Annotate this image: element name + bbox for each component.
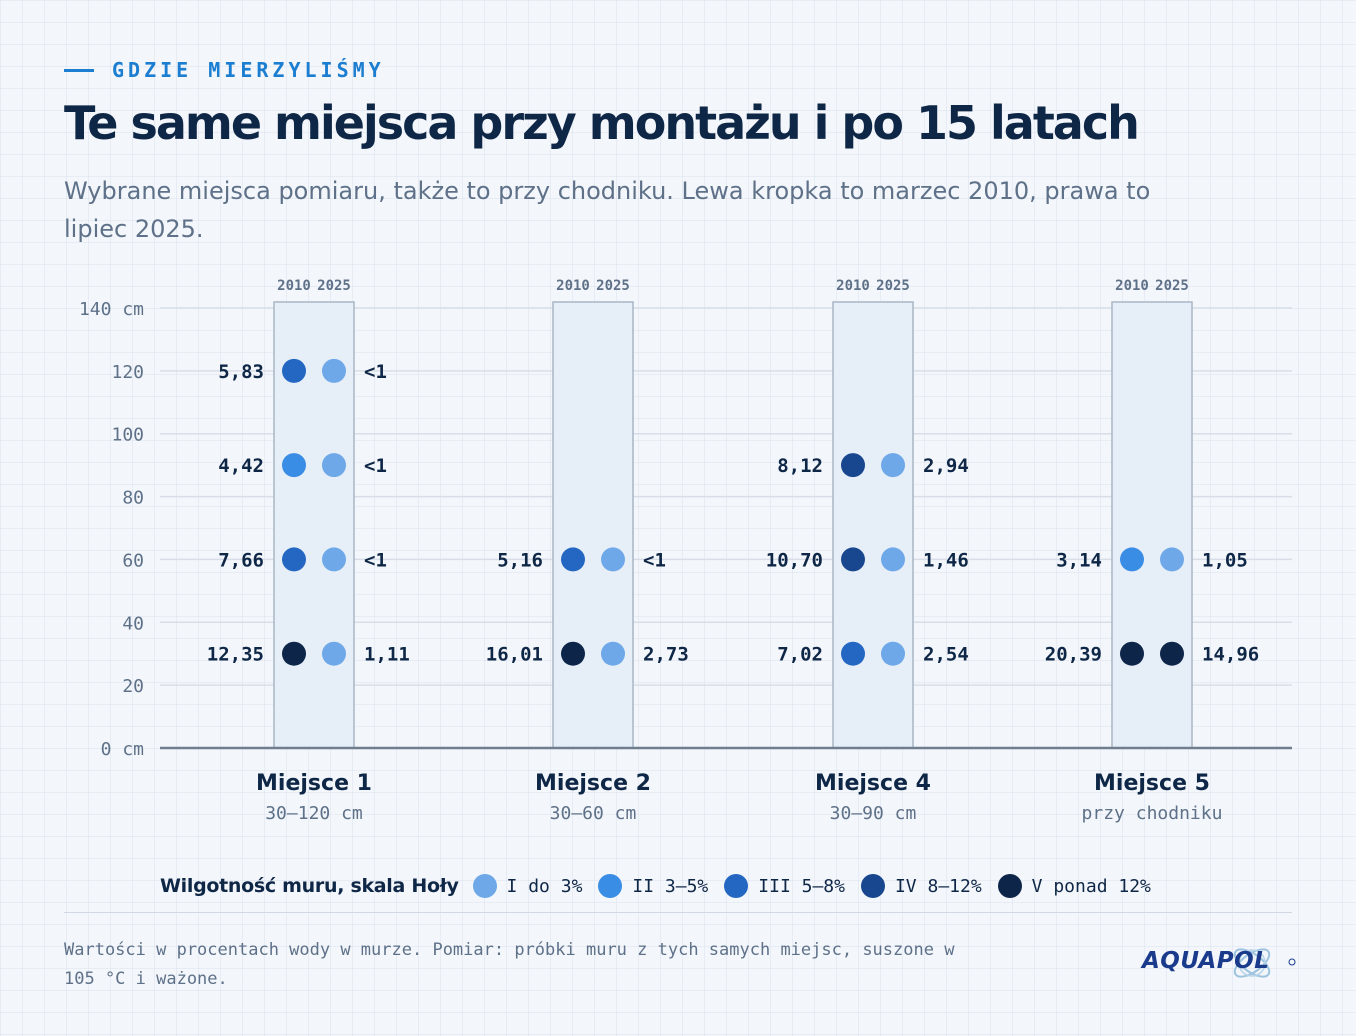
data-label-2025: 2,94 [923,455,969,477]
data-label-2025: <1 [364,361,387,383]
data-point-2010 [282,358,306,383]
site-column [832,301,914,749]
data-label-2025: 2,73 [643,644,689,666]
data-label-2025: 1,11 [364,644,410,666]
legend-label: IV 8–12% [894,875,982,897]
legend: Wilgotność muru, skala Hoły I do 3% II 3… [160,870,1167,902]
data-label-2025: 2,54 [923,644,969,666]
data-point-2025 [322,453,346,478]
legend-swatch [724,874,749,898]
y-tick-label: 20 [122,676,144,697]
data-label-2010: 16,01 [486,644,543,666]
eyebrow-line [64,68,94,72]
legend-item-class-4: IV 8–12% [860,874,982,898]
data-label-2025: <1 [364,455,387,477]
legend-swatch [997,874,1022,898]
moisture-chart: 0 cm 20 40 60 80 100 120 140 cm 2010 2025 5,83 <1 4,… [79,278,1292,824]
year-label-2010: 2010 [1115,278,1149,294]
aquapol-logo: AQUAPOL [1140,936,1300,992]
y-tick-label: 100 [111,425,144,446]
legend-swatch [860,874,885,898]
site-range: 30–90 cm [830,803,917,824]
site-range: 30–120 cm [265,803,363,824]
data-label-2025: <1 [364,549,387,571]
data-point-2010 [841,453,865,478]
legend-title: Wilgotność muru, skala Hoły [160,875,459,897]
legend-label: I do 3% [506,875,583,897]
data-label-2010: 8,12 [777,455,823,477]
year-label-2025: 2025 [1155,278,1189,294]
site-range: przy chodniku [1082,803,1223,824]
year-label-2010: 2010 [836,278,870,294]
year-label-2010: 2010 [277,278,311,294]
data-label-2025: 1,46 [923,549,969,571]
data-point-2025 [601,547,625,572]
data-label-2025: <1 [643,549,666,571]
footnote: Wartości w procentach wody w murze. Pomi… [64,940,955,989]
legend-swatch [472,874,497,898]
site-name: Miejsce 2 [535,771,651,796]
legend-item-class-2: II 3–5% [598,874,708,898]
page-subtitle: Wybrane miejsca pomiaru, także to przy c… [64,177,1151,243]
logo-text: AQUAPOL [1142,948,1270,974]
data-label-2025: 1,05 [1202,549,1248,571]
page-title: Te same miejsca przy montażu i po 15 lat… [64,96,1140,150]
year-label-2025: 2025 [596,278,630,294]
year-label-2025: 2025 [876,278,910,294]
data-point-2010 [282,453,306,478]
legend-swatch [598,874,623,898]
data-point-2010 [841,641,865,666]
site-name: Miejsce 4 [815,771,931,796]
year-label-2010: 2010 [556,278,590,294]
logo-emblem-icon [1233,948,1296,978]
legend-item-class-1: I do 3% [472,874,583,898]
data-point-2010 [841,547,865,572]
year-label-2025: 2025 [317,278,351,294]
y-tick-label: 60 [122,550,144,571]
data-label-2010: 5,83 [218,361,264,383]
y-tick-label: 40 [122,613,144,634]
data-point-2010 [561,641,585,666]
data-point-2025 [322,358,346,383]
legend-label: II 3–5% [632,875,709,897]
data-point-2010 [282,547,306,572]
data-label-2010: 7,66 [218,549,264,571]
data-label-2010: 3,14 [1056,549,1102,571]
data-label-2010: 7,02 [777,644,823,666]
divider [64,912,1292,913]
site-column [1111,301,1193,749]
data-point-2010 [1120,641,1144,666]
data-label-2010: 12,35 [207,644,264,666]
data-point-2025 [322,641,346,666]
site-column [552,301,634,749]
eyebrow-text: GDZIE MIERZYLIŚMY [112,58,385,82]
data-label-2010: 4,42 [218,455,264,477]
data-point-2010 [1120,547,1144,572]
eyebrow: GDZIE MIERZYLIŚMY [64,58,385,82]
data-point-2025 [601,641,625,666]
data-point-2025 [881,453,905,478]
data-point-2025 [1160,547,1184,572]
site-range: 30–60 cm [550,803,637,824]
data-label-2010: 20,39 [1045,644,1102,666]
data-label-2010: 5,16 [497,549,543,571]
data-point-2025 [322,547,346,572]
data-point-2025 [881,641,905,666]
y-tick-label: 0 cm [101,739,144,760]
legend-label: V ponad 12% [1031,875,1151,897]
data-point-2010 [561,547,585,572]
y-tick-label: 80 [122,488,144,509]
y-tick-label: 120 [111,362,144,383]
site-name: Miejsce 5 [1094,771,1210,796]
legend-label: III 5–8% [758,875,845,897]
site-name: Miejsce 1 [256,771,372,796]
data-point-2010 [282,641,306,666]
data-point-2025 [1160,641,1184,666]
legend-item-class-3: III 5–8% [724,874,845,898]
data-point-2025 [881,547,905,572]
legend-item-class-5: V ponad 12% [997,874,1151,898]
data-label-2010: 10,70 [766,549,823,571]
y-tick-label: 140 cm [79,299,144,320]
data-label-2025: 14,96 [1202,644,1259,666]
